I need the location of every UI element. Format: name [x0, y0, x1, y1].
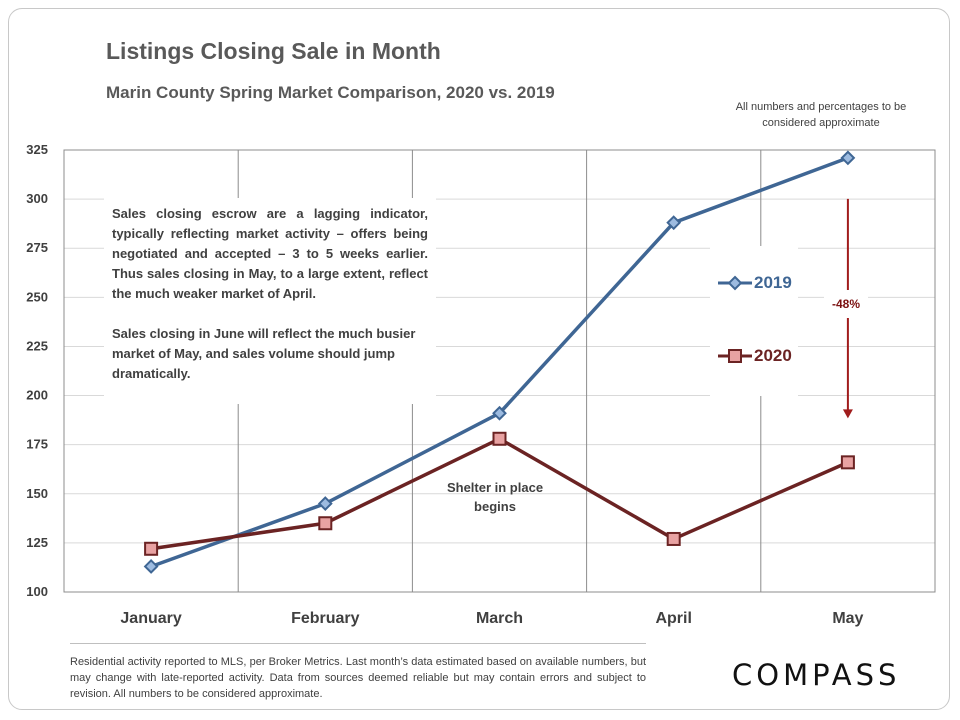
legend-swatch-2020 — [718, 349, 752, 363]
change-percent-label: -48% — [824, 290, 868, 318]
x-tick-label-march: March — [476, 610, 523, 627]
compass-logo: COMPASS — [732, 658, 901, 692]
y-tick-label: 250 — [26, 289, 48, 304]
point-2019-april — [666, 215, 682, 231]
legend-swatch-2019 — [718, 275, 752, 291]
source-footnote: Residential activity reported to MLS, pe… — [70, 643, 646, 702]
chart-legend: 2019 2020 — [710, 246, 798, 396]
y-tick-label: 300 — [26, 191, 48, 206]
approximate-note: All numbers and percentages to be consid… — [735, 101, 907, 129]
axis-layer: 100 125 150 175 200 225 250 275 300 325 January Feb… — [26, 142, 863, 627]
y-tick-label: 150 — [26, 486, 48, 501]
point-2020-january — [144, 541, 159, 556]
y-tick-label: 325 — [26, 142, 48, 157]
y-tick-label: 175 — [26, 437, 48, 452]
x-tick-label-may: May — [832, 610, 863, 627]
point-2020-may — [840, 455, 855, 470]
point-2020-march — [492, 431, 507, 446]
legend-label-2019: 2019 — [754, 273, 792, 292]
chart-title: Listings Closing Sale in Month — [106, 38, 441, 64]
point-2019-march — [492, 405, 507, 421]
point-2019-january — [143, 559, 159, 574]
y-tick-label: 200 — [26, 388, 48, 403]
y-tick-label: 275 — [26, 240, 48, 255]
y-tick-label: 100 — [26, 584, 48, 599]
legend-label-2020: 2020 — [754, 346, 792, 365]
point-2020-february — [318, 516, 333, 531]
x-tick-label-february: February — [291, 610, 360, 627]
x-tick-label-january: January — [120, 610, 181, 627]
series-layer — [143, 150, 856, 574]
y-tick-label: 125 — [26, 535, 48, 550]
point-2019-may — [840, 150, 856, 166]
legend-item-2019: 2019 — [718, 271, 792, 295]
chart-subtitle: Marin County Spring Market Comparison, 2… — [106, 83, 555, 102]
x-tick-label-april: April — [655, 610, 691, 627]
change-arrow-head — [842, 409, 853, 419]
y-tick-label: 225 — [26, 338, 48, 353]
lagging-indicator-note: Sales closing escrow are a lagging indic… — [104, 198, 436, 404]
point-2019-february — [317, 496, 333, 512]
shelter-in-place-annotation: Shelter in place begins — [446, 480, 544, 514]
plot-area-border — [63, 149, 936, 593]
legend-item-2020: 2020 — [718, 344, 792, 368]
lagging-note-paragraph-1: Sales closing escrow are a lagging indic… — [112, 206, 428, 301]
lagging-note-paragraph-2: Sales closing in June will reflect the m… — [112, 326, 416, 381]
point-2020-april — [666, 531, 681, 546]
